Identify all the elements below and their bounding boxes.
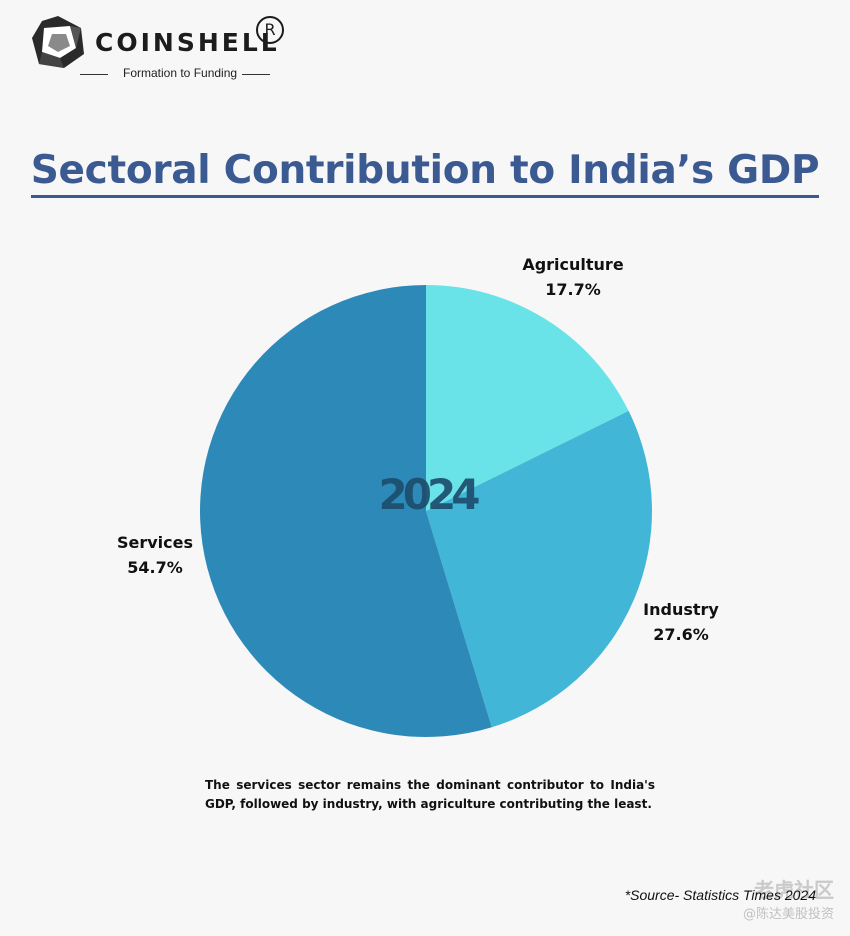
- label-agriculture-name: Agriculture: [522, 255, 624, 274]
- page-title-text: Sectoral Contribution to India’s GDP: [30, 148, 820, 198]
- brand-name: COINSHELL: [95, 28, 280, 57]
- label-agriculture: Agriculture 17.7%: [510, 252, 636, 302]
- tagline-rule-left: [80, 74, 108, 75]
- chart-caption: The services sector remains the dominant…: [205, 778, 655, 811]
- label-industry-value: 27.6%: [653, 625, 709, 644]
- page-title: Sectoral Contribution to India’s GDP: [0, 148, 850, 198]
- brand-tagline: Formation to Funding: [123, 66, 238, 80]
- label-industry: Industry 27.6%: [630, 597, 732, 647]
- label-industry-name: Industry: [643, 600, 719, 619]
- pie-slice-agriculture: [426, 285, 629, 511]
- watermark: 老虎社区 @陈达美股投资: [743, 874, 834, 922]
- brand-logo: COINSHELL R Formation to Funding: [30, 14, 310, 86]
- label-agriculture-value: 17.7%: [545, 280, 601, 299]
- center-year-label: 2024: [378, 470, 481, 519]
- watermark-brand: 老虎社区: [754, 878, 834, 902]
- label-services-name: Services: [116, 533, 194, 552]
- source-note: *Source- Statistics Times 2024: [624, 887, 816, 903]
- label-services: Services 54.7%: [104, 530, 206, 580]
- pie-slice-industry: [426, 410, 652, 728]
- label-services-value: 54.7%: [127, 558, 183, 577]
- tagline-rule-right: [242, 74, 270, 75]
- coinshell-logo-icon: [32, 16, 84, 68]
- pie-slice-services: [199, 285, 492, 737]
- registered-mark: R: [256, 16, 284, 44]
- pie-slices: [199, 285, 652, 737]
- watermark-user: @陈达美股投资: [742, 907, 834, 922]
